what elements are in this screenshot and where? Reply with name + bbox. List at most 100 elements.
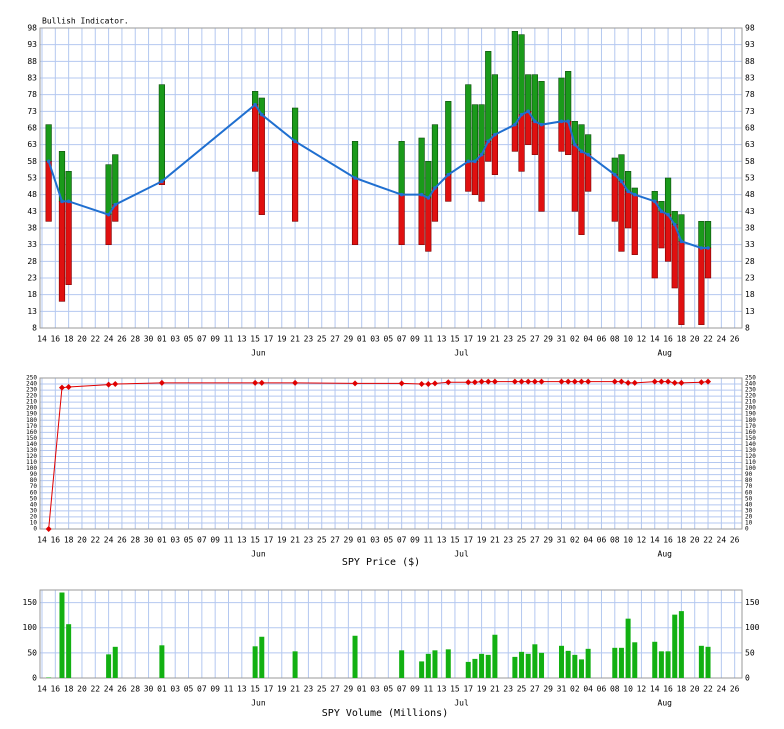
y-tick-label: 240 (26, 381, 37, 388)
x-tick-label: 20 (690, 685, 700, 694)
y-tick-label: 210 (26, 399, 37, 406)
up-bar (291, 107, 299, 142)
y-tick-label: 100 (26, 465, 37, 472)
x-tick-label: 06 (597, 335, 607, 344)
y-tick-label: 230 (26, 387, 37, 394)
up-bar (698, 221, 705, 249)
x-tick-label: 11 (423, 685, 433, 694)
up-bar (704, 221, 712, 249)
down-bar (698, 247, 705, 325)
line-point (513, 122, 517, 127)
y-tick-label-right: 210 (745, 399, 756, 406)
x-tick-label: 09 (410, 685, 420, 694)
y-tick-label: 150 (23, 598, 38, 607)
x-tick-label: 12 (637, 536, 647, 545)
x-tick-label: 23 (503, 335, 513, 344)
x-tick-label: 13 (237, 536, 247, 545)
y-tick-label-right: 73 (745, 107, 755, 116)
price-marker (65, 384, 72, 391)
y-tick-label-right: 58 (745, 157, 755, 166)
x-tick-label: 21 (490, 685, 500, 694)
y-tick-label-right: 98 (745, 24, 755, 33)
y-tick-label: 48 (27, 190, 37, 199)
x-tick-label: 23 (503, 536, 513, 545)
x-tick-label: 20 (690, 536, 700, 545)
volume-bar (66, 624, 72, 678)
line-point (60, 199, 64, 204)
price-marker (705, 378, 712, 385)
plot-area (40, 590, 742, 678)
x-tick-label: 29 (344, 685, 354, 694)
volume-bar (112, 646, 118, 678)
y-tick-label-right: 28 (745, 257, 755, 266)
chart-title: SPY Volume (Millions) (322, 708, 448, 719)
x-tick-label: 19 (277, 685, 287, 694)
volume-bar (259, 636, 265, 678)
x-tick-label: 13 (237, 335, 247, 344)
y-tick-label-right: 120 (745, 453, 756, 460)
price-marker (465, 379, 472, 386)
y-tick-label: 0 (33, 526, 37, 533)
x-tick-label: 10 (623, 685, 633, 694)
down-bar (578, 151, 585, 235)
x-tick-label: 29 (543, 536, 553, 545)
month-label: Aug (658, 349, 673, 358)
price-marker (698, 379, 705, 386)
x-tick-label: 08 (610, 685, 620, 694)
down-bar (631, 194, 638, 255)
y-tick-label-right: 50 (745, 648, 755, 657)
volume-bar (425, 653, 431, 678)
x-tick-label: 26 (730, 335, 740, 344)
line-point (672, 222, 677, 227)
volume-bar (672, 614, 678, 678)
x-tick-label: 11 (423, 536, 433, 545)
x-tick-label: 01 (357, 685, 367, 694)
y-tick-label: 110 (26, 459, 37, 466)
x-tick-label: 23 (503, 685, 513, 694)
line-point (433, 186, 437, 190)
volume-bar (352, 635, 358, 678)
price-marker (665, 378, 672, 385)
x-tick-label: 26 (117, 685, 127, 694)
x-tick-label: 26 (117, 536, 127, 545)
x-tick-label: 11 (224, 335, 234, 344)
down-bar (571, 144, 578, 212)
x-tick-label: 05 (184, 335, 194, 344)
up-bar (565, 71, 572, 122)
y-tick-label-right: 150 (745, 598, 760, 607)
line-point (612, 172, 617, 177)
line-point (160, 179, 164, 184)
y-tick-label: 80 (30, 477, 38, 484)
up-bar (418, 137, 425, 195)
y-tick-label: 13 (27, 307, 37, 316)
x-tick-label: 14 (37, 335, 47, 344)
x-tick-label: 15 (450, 685, 460, 694)
down-bar (425, 197, 432, 252)
x-tick-label: 05 (384, 536, 394, 545)
price-marker (431, 380, 438, 387)
volume-bar (472, 658, 478, 678)
line-point (466, 159, 471, 164)
volume-bar (678, 611, 684, 678)
y-tick-label-right: 100 (745, 623, 760, 632)
x-tick-label: 31 (557, 536, 567, 545)
down-bar (585, 154, 592, 192)
price-marker (112, 381, 119, 388)
y-tick-label-right: 93 (745, 40, 755, 49)
line-point (586, 152, 590, 157)
x-tick-label: 01 (157, 335, 167, 344)
price-marker (158, 379, 165, 386)
y-tick-label: 130 (26, 447, 37, 454)
x-tick-label: 22 (90, 536, 100, 545)
up-bar (511, 31, 518, 125)
volume-bar (419, 661, 425, 678)
x-tick-label: 13 (437, 335, 447, 344)
x-tick-label: 26 (730, 685, 740, 694)
month-label: Jul (454, 349, 469, 358)
line-point (559, 119, 564, 124)
volume-bar (106, 654, 112, 678)
y-tick-label-right: 18 (745, 290, 755, 299)
down-bar (431, 187, 439, 222)
x-tick-label: 12 (637, 685, 647, 694)
y-tick-label: 63 (27, 140, 37, 149)
